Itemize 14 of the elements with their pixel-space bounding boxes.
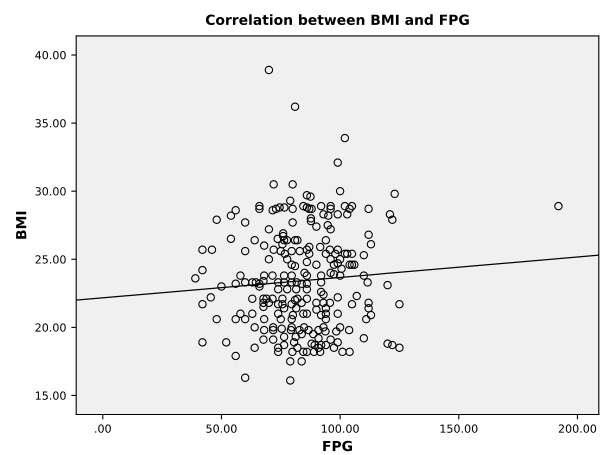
x-tick-label: .00	[95, 424, 111, 433]
y-tick-label: 35.00	[36, 119, 66, 128]
y-axis-title: BMI	[16, 212, 26, 239]
y-tick-label: 30.00	[36, 187, 66, 196]
x-tick-label: 50.00	[206, 424, 237, 433]
x-tick-label: 150.00	[440, 424, 478, 433]
y-tick-label: 40.00	[35, 50, 66, 60]
x-axis-title: FPG	[323, 440, 352, 452]
y-tick-label: 20.00	[35, 323, 66, 332]
x-tick-label: 200.00	[558, 424, 596, 433]
y-tick-label: 25.00	[35, 255, 66, 264]
y-tick-label: 15.00	[36, 391, 66, 400]
x-tick-label: 100.00	[322, 424, 359, 433]
chart-title: Correlation between BMI and FPG	[206, 14, 469, 26]
